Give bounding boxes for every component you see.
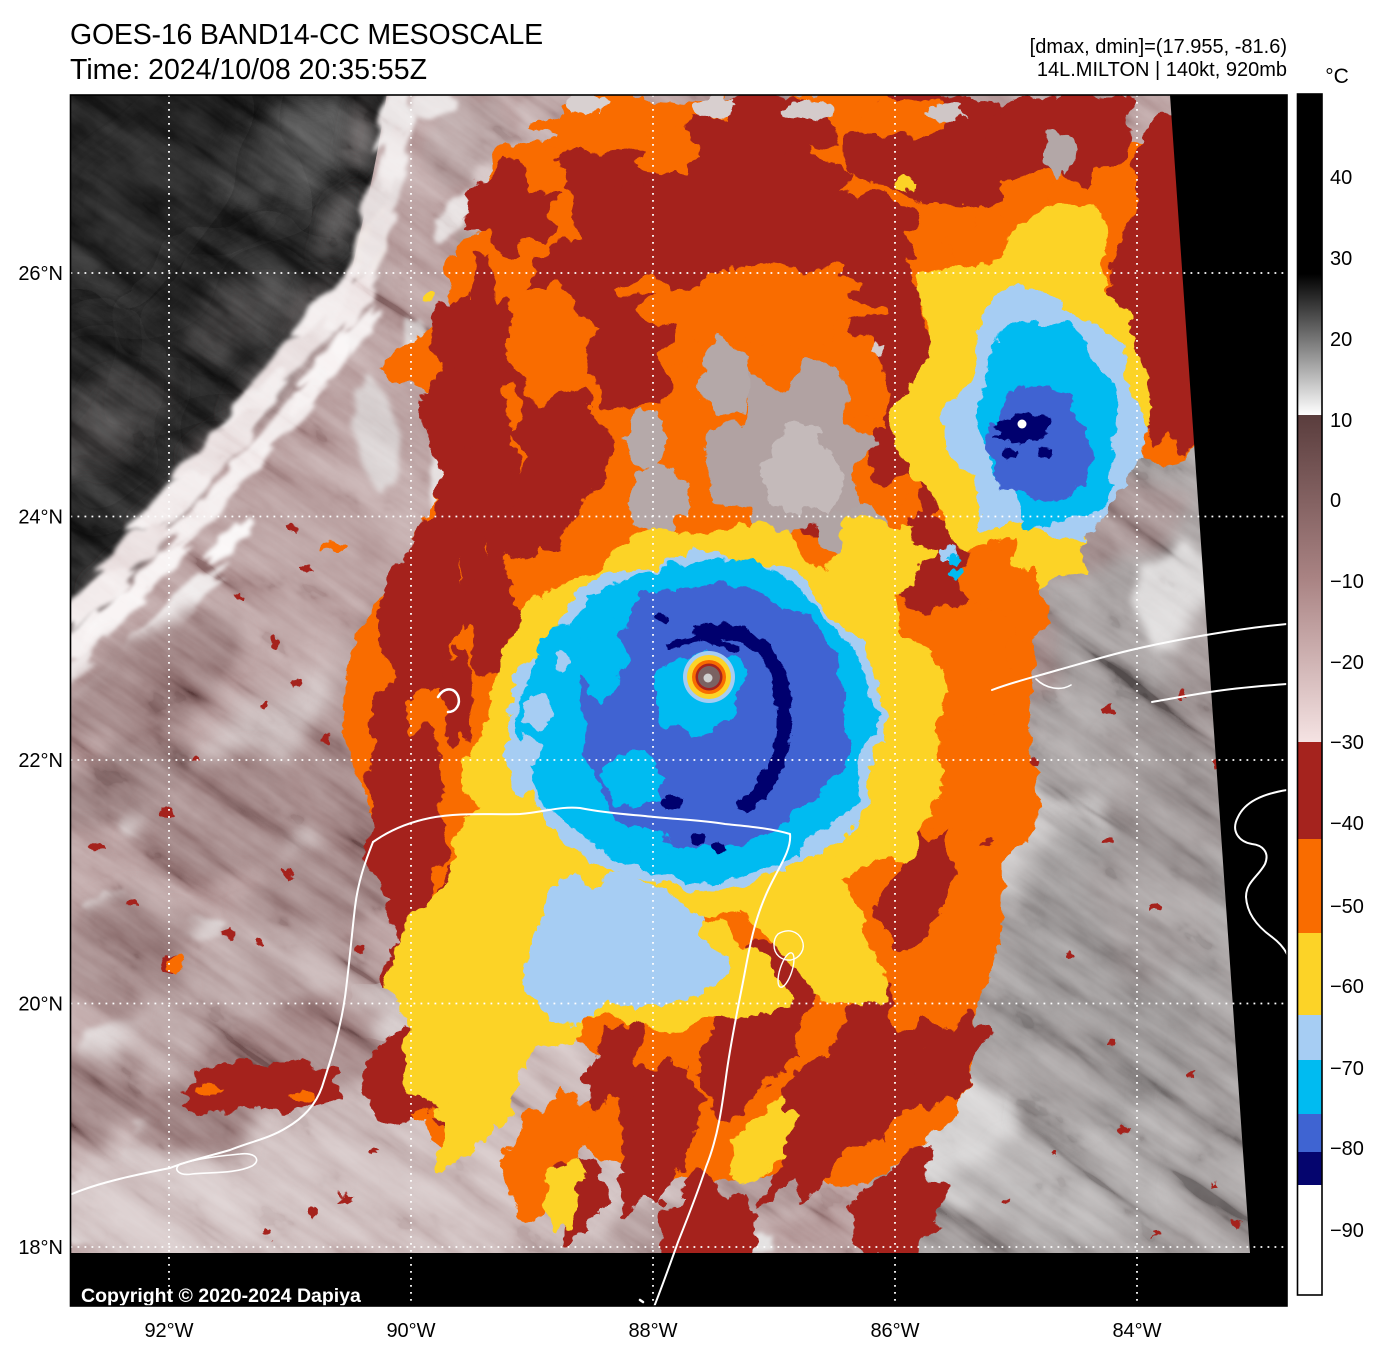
- svg-text:−40: −40: [1330, 813, 1364, 835]
- svg-text:26°N: 26°N: [18, 263, 63, 285]
- svg-text:86°W: 86°W: [870, 1320, 919, 1342]
- svg-text:−20: −20: [1330, 652, 1364, 674]
- svg-text:30: 30: [1330, 248, 1352, 270]
- svg-text:GOES-16 BAND14-CC MESOSCALE: GOES-16 BAND14-CC MESOSCALE: [70, 19, 543, 51]
- svg-text:10: 10: [1330, 410, 1352, 432]
- svg-text:84°W: 84°W: [1112, 1320, 1161, 1342]
- svg-text:20°N: 20°N: [18, 994, 63, 1016]
- svg-text:−10: −10: [1330, 571, 1364, 593]
- svg-text:40: 40: [1330, 167, 1352, 189]
- svg-text:90°W: 90°W: [386, 1320, 435, 1342]
- svg-text:Time: 2024/10/08 20:35:55Z: Time: 2024/10/08 20:35:55Z: [70, 54, 427, 86]
- svg-text:−70: −70: [1330, 1058, 1364, 1080]
- svg-text:°C: °C: [1325, 65, 1349, 88]
- svg-text:92°W: 92°W: [144, 1320, 193, 1342]
- svg-text:24°N: 24°N: [18, 507, 63, 529]
- svg-text:−60: −60: [1330, 976, 1364, 998]
- svg-text:−90: −90: [1330, 1220, 1364, 1242]
- svg-text:20: 20: [1330, 329, 1352, 351]
- svg-text:0: 0: [1330, 490, 1341, 512]
- svg-text:−30: −30: [1330, 732, 1364, 754]
- svg-text:−50: −50: [1330, 896, 1364, 918]
- svg-text:18°N: 18°N: [18, 1237, 63, 1259]
- svg-text:22°N: 22°N: [18, 750, 63, 772]
- svg-text:88°W: 88°W: [628, 1320, 677, 1342]
- svg-text:[dmax, dmin]=(17.955, -81.6): [dmax, dmin]=(17.955, -81.6): [1030, 36, 1287, 58]
- svg-text:Copyright © 2020-2024 Dapiya: Copyright © 2020-2024 Dapiya: [81, 1285, 361, 1307]
- svg-text:−80: −80: [1330, 1138, 1364, 1160]
- svg-text:14L.MILTON | 140kt, 920mb: 14L.MILTON | 140kt, 920mb: [1037, 59, 1287, 81]
